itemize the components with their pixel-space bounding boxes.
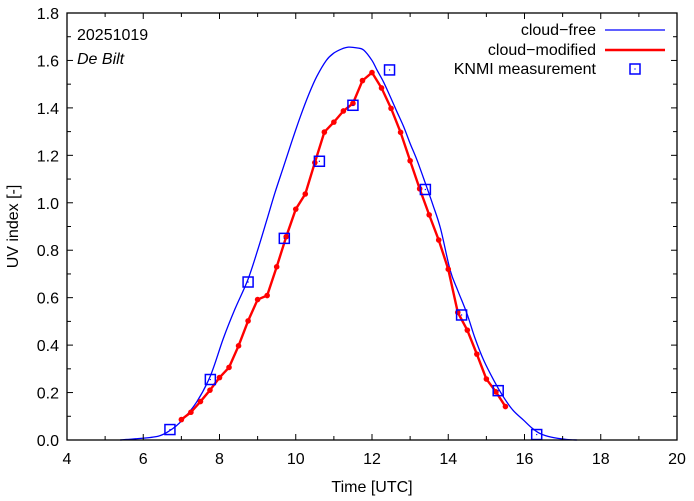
measurement-dot (318, 160, 320, 162)
x-tick-label: 18 (592, 451, 610, 468)
measurement-dot (497, 390, 499, 392)
cloud-modified-point (493, 389, 499, 395)
cloud-modified-point (254, 296, 261, 303)
y-tick-label: 0.2 (37, 386, 59, 403)
cloud-modified-point (369, 69, 375, 76)
y-tick-label: 1.2 (37, 148, 59, 165)
y-tick-label: 0.6 (37, 291, 59, 308)
x-axis-label: Time [UTC] (331, 479, 412, 496)
measurement-dot (209, 378, 211, 381)
cloud-modified-point (435, 237, 442, 243)
cloud-modified-point (350, 100, 356, 107)
knmi-measurement-point (419, 183, 432, 196)
legend-dot (634, 68, 636, 70)
knmi-measurement-point (204, 373, 217, 386)
cloud-modified-point (388, 105, 394, 112)
measurement-square (492, 384, 504, 397)
measurement-dot (388, 69, 391, 71)
legend-square (629, 63, 641, 75)
knmi-measurement-point (383, 64, 396, 76)
knmi-measurement-point (347, 99, 359, 112)
cloud-modified-point (207, 387, 213, 393)
axis-ticks (67, 13, 677, 440)
y-tick-label: 1.0 (37, 196, 59, 213)
cloud-modified-point (178, 416, 185, 423)
cloud-modified-point (464, 327, 471, 333)
measurement-dot (352, 104, 354, 106)
cloud-modified-point (216, 374, 223, 381)
cloud-modified-point (397, 129, 404, 136)
knmi-measurement-point (164, 423, 176, 436)
legend-label-knmi-measurement: KNMI measurement (454, 61, 597, 78)
measurement-dot (424, 188, 426, 191)
cloud-modified-point (245, 318, 251, 324)
knmi-measurement-point (455, 309, 468, 321)
x-tick-label: 12 (363, 451, 381, 468)
x-tick-label: 20 (668, 451, 686, 468)
knmi-measurement-point (313, 155, 326, 168)
site-annotation: De Bilt (77, 51, 125, 68)
cloud-modified-point (264, 292, 270, 299)
cloud-modified-point (359, 77, 366, 84)
cloud-modified-point (474, 351, 480, 357)
measurement-square (204, 373, 217, 386)
x-tick-label: 8 (215, 451, 224, 468)
measurement-dot (283, 237, 285, 239)
measurement-dot (169, 428, 171, 431)
axis-tick-labels: 4 6 8 10 12 14 16 18 20 0.0 0.2 0.4 0.6 0.8 1.0 1.2 1.4 1… (37, 6, 686, 468)
measurement-square (278, 232, 291, 245)
y-tick-label: 0.0 (37, 433, 59, 450)
measurement-square (383, 64, 396, 76)
measurement-dot (247, 281, 249, 283)
plot-series (119, 46, 578, 441)
legend-label-cloud-modified: cloud−modified (488, 42, 596, 59)
x-tick-label: 14 (439, 451, 457, 468)
cloud-modified-point (273, 264, 280, 270)
legend-label-cloud-free: cloud−free (521, 22, 596, 39)
cloud-modified-point (407, 157, 413, 164)
date-annotation: 20251019 (77, 27, 148, 44)
cloud-modified-point (292, 206, 299, 212)
x-tick-label: 4 (63, 451, 72, 468)
measurement-dot (460, 314, 463, 316)
cloud-free-line (119, 46, 578, 441)
y-tick-label: 0.4 (37, 338, 59, 355)
cloud-modified-point (426, 212, 432, 218)
knmi-measurement-point (278, 232, 291, 245)
cloud-modified-point (340, 108, 347, 114)
measurement-square (164, 423, 176, 436)
cloud-modified-point (197, 398, 204, 405)
cloud-modified-point (483, 376, 490, 382)
cloud-modified-point (502, 403, 509, 410)
measurement-dot (536, 433, 538, 436)
y-tick-label: 1.8 (37, 6, 59, 23)
measurement-square (419, 183, 432, 196)
x-tick-label: 6 (139, 451, 148, 468)
measurement-square (347, 99, 359, 112)
cloud-modified-point (331, 119, 337, 125)
cloud-modified-point (226, 364, 232, 371)
knmi-measurement-point (492, 384, 504, 397)
y-tick-label: 0.8 (37, 243, 59, 260)
x-tick-label: 16 (516, 451, 534, 468)
cloud-modified-point (445, 266, 452, 273)
y-tick-label: 1.6 (37, 53, 59, 70)
measurement-square (313, 155, 326, 168)
cloud-modified-point (302, 191, 309, 197)
x-tick-label: 10 (287, 451, 305, 468)
cloud-modified-point (188, 409, 194, 416)
knmi-measurement-point (242, 276, 254, 288)
legend-swatch-knmi-measurement (629, 63, 641, 75)
y-axis-label: UV index [-] (5, 185, 22, 269)
measurement-square (242, 276, 254, 288)
cloud-modified-point (378, 85, 385, 91)
cloud-modified-point (235, 343, 242, 349)
y-tick-label: 1.4 (37, 101, 59, 118)
cloud-modified-point (321, 129, 328, 135)
legend: cloud−free cloud−modified KNMI measureme… (454, 22, 665, 78)
measurement-square (455, 309, 468, 321)
